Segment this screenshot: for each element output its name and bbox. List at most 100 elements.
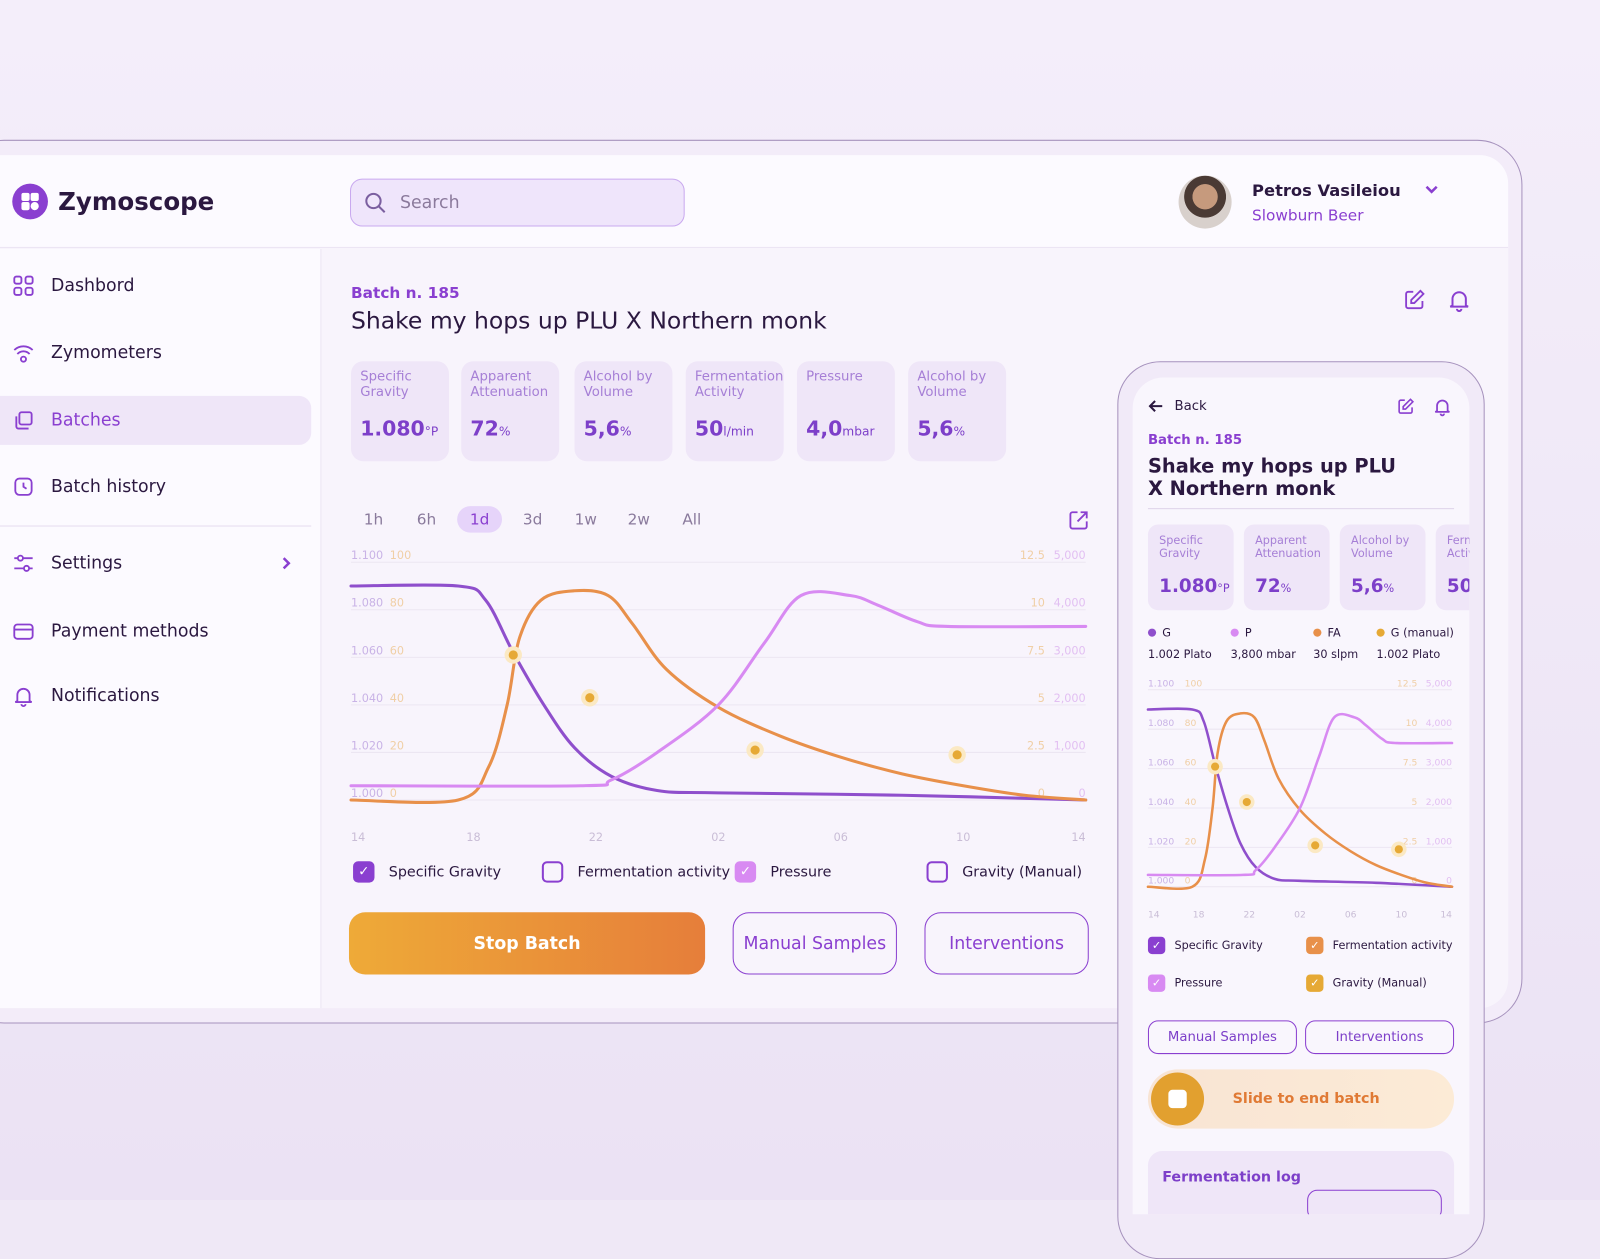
stat-label: Alcohol by Volume: [917, 369, 987, 400]
range-All[interactable]: All: [682, 510, 702, 529]
stat-label: Pressure: [806, 369, 863, 385]
toggle-label: Fermentation activity: [577, 863, 731, 881]
bell-icon: [14, 687, 33, 708]
stat-value: 1.080: [360, 416, 425, 441]
series-line-p: [1146, 712, 1454, 877]
app-name: Zymoscope: [58, 187, 215, 216]
logo-icon: [12, 183, 48, 220]
stat-label: Alcohol by Volume: [1351, 533, 1410, 561]
checkbox[interactable]: [541, 861, 564, 883]
bell-icon[interactable]: [1433, 397, 1452, 417]
toggle-gravity-manual[interactable]: ✓ Gravity (Manual): [1306, 974, 1427, 992]
stat-card: Alcohol by Volume 5,6%: [574, 361, 673, 462]
stat-value: 72: [470, 416, 499, 441]
axis-tick-label: 80: [390, 597, 404, 610]
axis-tick-label: 20: [390, 739, 404, 752]
back-button[interactable]: Back: [1148, 398, 1207, 414]
arrow-left-icon: [1148, 400, 1163, 412]
stat-label: Apparent Attenuation: [1255, 533, 1321, 561]
axis-tick-label: 10: [1406, 718, 1418, 729]
range-1w[interactable]: 1w: [574, 510, 597, 529]
checkbox[interactable]: ✓: [1147, 936, 1166, 955]
checkbox[interactable]: ✓: [734, 861, 757, 883]
checkbox[interactable]: [926, 861, 948, 883]
user-name: Petros Vasileiou: [1252, 180, 1401, 200]
toggle-pressure[interactable]: ✓ Pressure: [1147, 974, 1222, 992]
stat-label: Fermentation Activity: [694, 369, 784, 400]
bell-icon[interactable]: [1447, 288, 1471, 313]
log-button[interactable]: [1307, 1189, 1442, 1215]
slide-to-end-batch[interactable]: Slide to end batch: [1147, 1069, 1455, 1129]
range-1d[interactable]: 1d: [457, 506, 503, 533]
axis-tick-label: 7.5: [1027, 644, 1045, 657]
toggle-specific-gravity[interactable]: ✓ Specific Gravity: [1147, 936, 1263, 955]
avatar: [1178, 175, 1232, 229]
toggle-fermentation-activity[interactable]: Fermentation activity: [541, 861, 731, 883]
interventions-button[interactable]: Interventions: [924, 912, 1089, 975]
slider-knob[interactable]: [1151, 1072, 1205, 1126]
axis-tick-label: 1.060: [1148, 758, 1174, 769]
axis-tick-label: 2,000: [1426, 797, 1452, 808]
search-placeholder: Search: [399, 192, 460, 213]
x-tick-label: 14: [1071, 831, 1085, 844]
series-line-fa: [1146, 711, 1454, 891]
x-tick-label: 02: [1294, 909, 1306, 920]
sidebar-item-label: Notifications: [51, 685, 160, 707]
stat-unit: mbar: [842, 424, 875, 439]
interventions-button[interactable]: Interventions: [1305, 1020, 1455, 1055]
toggle-fermentation-activity[interactable]: ✓ Fermentation activity: [1306, 936, 1452, 955]
toggle-specific-gravity[interactable]: ✓ Specific Gravity: [353, 861, 502, 883]
divider: [1147, 508, 1455, 510]
stat-unit: %: [1383, 581, 1395, 595]
stop-batch-button[interactable]: Stop Batch: [348, 912, 706, 975]
toggle-gravity-manual[interactable]: Gravity (Manual): [926, 861, 1082, 883]
toggle-label: Gravity (Manual): [1332, 976, 1427, 990]
sidebar-item-notifications[interactable]: Notifications: [0, 671, 311, 720]
stat-label: Specific Gravity: [1159, 533, 1203, 561]
manual-samples-button[interactable]: Manual Samples: [1147, 1020, 1297, 1055]
edit-icon[interactable]: [1402, 288, 1426, 312]
x-tick-label: 18: [466, 831, 480, 844]
sidebar-item-zymometers[interactable]: Zymometers: [0, 329, 311, 378]
range-1h[interactable]: 1h: [363, 510, 384, 529]
range-3d[interactable]: 3d: [522, 510, 543, 529]
checkbox[interactable]: ✓: [353, 861, 375, 883]
sidebar-item-label: Zymometers: [51, 342, 162, 364]
axis-tick-label: 1.080: [1148, 718, 1174, 729]
toggle-label: Specific Gravity: [388, 863, 502, 881]
axis-tick-label: 10: [1031, 597, 1045, 610]
axis-tick-label: 4,000: [1054, 597, 1086, 610]
manual-point: [1394, 845, 1403, 854]
toggle-pressure[interactable]: ✓ Pressure: [734, 861, 831, 883]
edit-icon[interactable]: [1396, 397, 1415, 416]
sidebar-item-dashboard[interactable]: Dashbord: [0, 261, 311, 310]
user-menu[interactable]: Petros Vasileiou Slowburn Beer: [1178, 175, 1442, 229]
chevron-right-icon: [282, 557, 291, 570]
checkbox[interactable]: ✓: [1306, 974, 1324, 992]
sidebar-item-label: Batch history: [51, 476, 167, 497]
x-tick-label: 14: [1148, 909, 1160, 920]
history-icon: [14, 477, 33, 496]
axis-tick-label: 60: [1185, 758, 1197, 769]
x-tick-label: 06: [1345, 909, 1357, 920]
x-tick-label: 14: [1440, 909, 1452, 920]
range-2w[interactable]: 2w: [627, 510, 650, 529]
sidebar-item-batch-history[interactable]: Batch history: [0, 462, 311, 511]
toggle-label: Specific Gravity: [1174, 938, 1263, 953]
stat-value: 5,6: [1351, 575, 1384, 597]
checkbox[interactable]: ✓: [1306, 936, 1324, 955]
export-icon[interactable]: [1067, 509, 1089, 531]
sidebar-item-settings[interactable]: Settings: [0, 539, 311, 588]
sidebar-item-payment-methods[interactable]: Payment methods: [0, 607, 311, 656]
axis-tick-label: 12.5: [1397, 680, 1418, 690]
search-input[interactable]: Search: [349, 178, 685, 227]
manual-samples-button[interactable]: Manual Samples: [732, 912, 897, 975]
app-logo[interactable]: Zymoscope: [12, 183, 215, 220]
checkbox[interactable]: ✓: [1147, 974, 1166, 992]
range-6h[interactable]: 6h: [416, 510, 437, 529]
axis-tick-label: 100: [390, 549, 411, 562]
axis-tick-label: 4,000: [1426, 718, 1452, 729]
chevron-down-icon[interactable]: [1421, 180, 1441, 200]
sidebar-item-batches[interactable]: Batches: [0, 395, 312, 445]
axis-tick-label: 5,000: [1054, 549, 1086, 562]
